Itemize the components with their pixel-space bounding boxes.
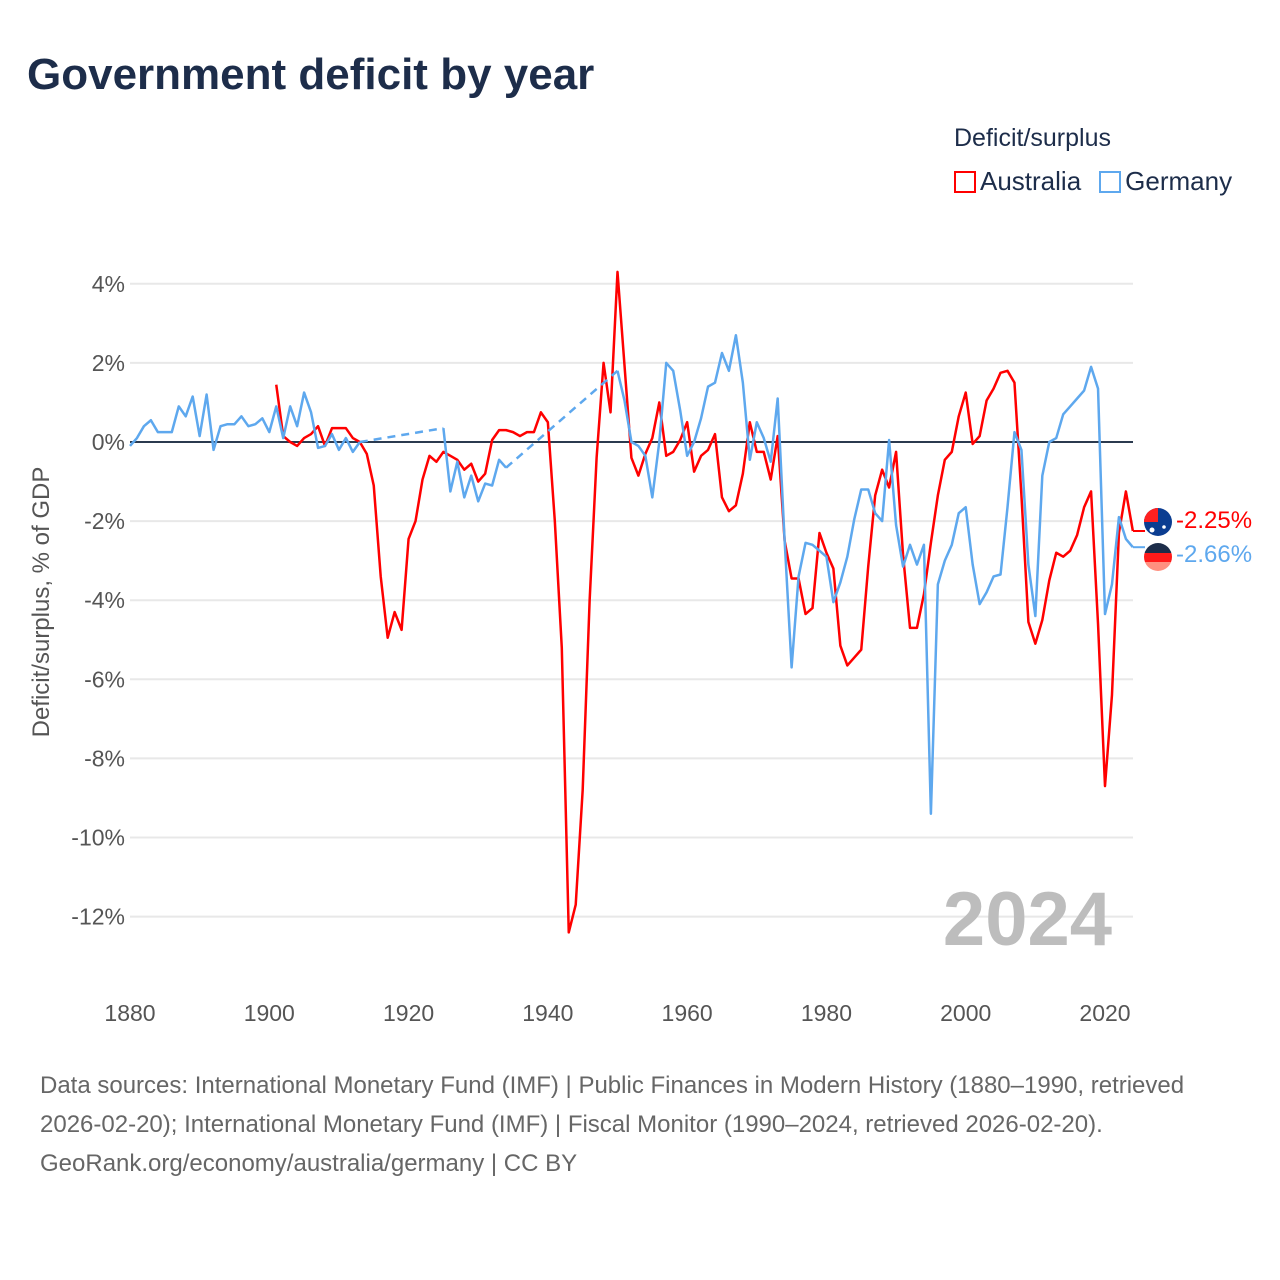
series-line-germany bbox=[129, 391, 361, 454]
y-tick-label: 0% bbox=[92, 429, 125, 455]
legend-item-australia[interactable]: Australia bbox=[954, 166, 1081, 197]
x-tick-label: 1920 bbox=[383, 1000, 434, 1026]
y-tick-label: -12% bbox=[71, 904, 125, 930]
x-tick-label: 1900 bbox=[244, 1000, 295, 1026]
legend-title: Deficit/surplus bbox=[954, 124, 1111, 152]
series-line-germany bbox=[442, 428, 508, 503]
y-tick-label: -6% bbox=[84, 666, 125, 692]
x-tick-label: 1960 bbox=[662, 1000, 713, 1026]
australia-end-label: -2.25% bbox=[1176, 507, 1252, 534]
x-tick-label: 2000 bbox=[940, 1000, 991, 1026]
current-year-watermark: 2024 bbox=[943, 877, 1112, 962]
chart-title: Government deficit by year bbox=[27, 50, 595, 99]
flag-star bbox=[1149, 527, 1155, 533]
x-tick-label: 1880 bbox=[104, 1000, 155, 1026]
legend-swatch-germany bbox=[1099, 170, 1122, 193]
flag-star bbox=[1162, 525, 1166, 529]
series-line-germany bbox=[616, 333, 1134, 816]
y-tick-label: -2% bbox=[84, 508, 125, 534]
x-tick-label: 1980 bbox=[801, 1000, 852, 1026]
australia-flag-icon bbox=[1144, 508, 1172, 536]
series-gap-germany bbox=[359, 426, 444, 444]
footer: Data sources: International Monetary Fun… bbox=[40, 1066, 1240, 1183]
credit-link[interactable]: GeoRank.org/economy/australia/germany | … bbox=[40, 1150, 578, 1177]
flag-stripe-black bbox=[1144, 543, 1172, 553]
germany-flag-icon bbox=[1144, 543, 1172, 571]
legend-item-germany[interactable]: Germany bbox=[1099, 166, 1232, 197]
flag-stripe-gold bbox=[1144, 562, 1172, 571]
series-gap-germany bbox=[505, 369, 619, 469]
series-line-australia bbox=[275, 270, 1135, 934]
flag-stripe-red bbox=[1144, 553, 1172, 562]
y-tick-label: 2% bbox=[92, 350, 125, 376]
x-tick-label: 2020 bbox=[1079, 1000, 1130, 1026]
germany-end-label: -2.66% bbox=[1176, 541, 1252, 568]
y-tick-label: -4% bbox=[84, 587, 125, 613]
y-tick-label: -10% bbox=[71, 825, 125, 851]
data-sources: Data sources: International Monetary Fun… bbox=[40, 1072, 1185, 1138]
y-tick-label: -8% bbox=[84, 745, 125, 771]
legend-label-australia: Australia bbox=[980, 166, 1082, 196]
legend-label-germany: Germany bbox=[1125, 166, 1233, 196]
y-tick-label: 4% bbox=[92, 271, 125, 297]
legend-swatch-australia bbox=[954, 170, 976, 193]
legend: Australia Germany bbox=[954, 166, 1232, 197]
flag-union-jack bbox=[1144, 508, 1158, 522]
x-tick-label: 1940 bbox=[522, 1000, 573, 1026]
